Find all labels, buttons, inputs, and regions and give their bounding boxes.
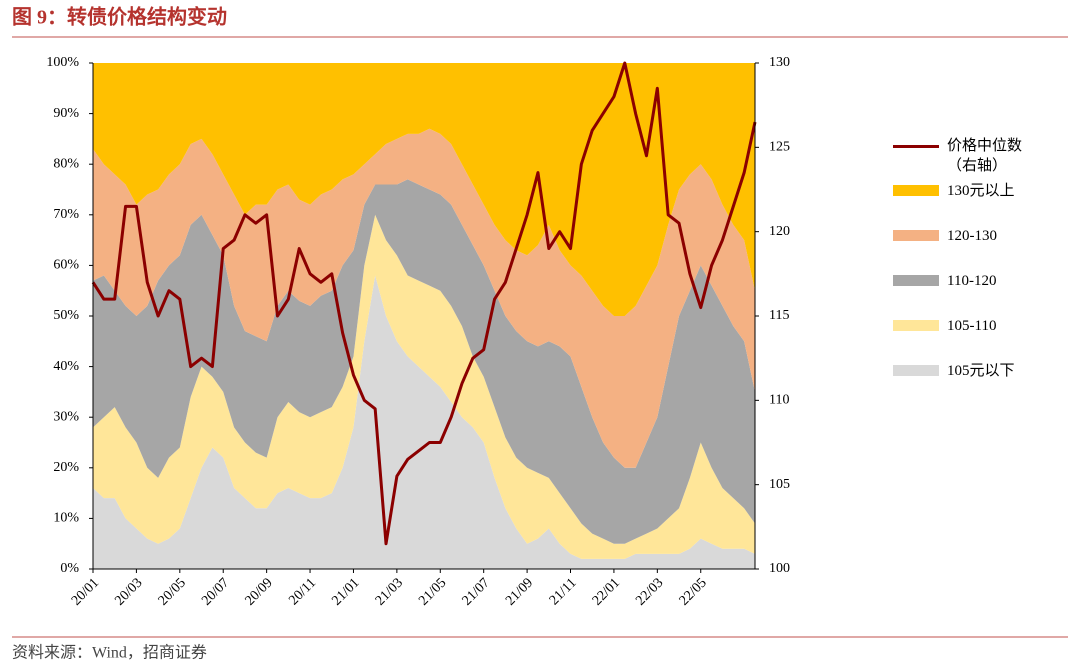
legend-label: 105元以下 [947, 363, 1015, 379]
legend-item: 110-120 [893, 271, 1073, 316]
x-tick-label: 20/09 [243, 575, 276, 608]
x-tick-label: 20/11 [286, 575, 319, 608]
y2-tick-label: 110 [769, 393, 789, 408]
legend-label: 105-110 [947, 318, 997, 334]
y-tick-label: 50% [53, 308, 79, 323]
y-tick-label: 20% [53, 460, 79, 475]
x-tick-label: 20/03 [112, 575, 145, 608]
x-tick-label: 21/01 [329, 575, 362, 608]
y-tick-label: 0% [60, 561, 79, 576]
area [93, 63, 755, 316]
legend-swatch [893, 145, 939, 148]
legend: 价格中位数（右轴） 130元以上 120-130 110-120 105-110 105元… [893, 136, 1073, 406]
legend-item: 120-130 [893, 226, 1073, 271]
y2-tick-label: 120 [769, 224, 790, 239]
legend-label: 130元以上 [947, 183, 1015, 199]
y-tick-label: 90% [53, 106, 79, 121]
x-tick-label: 21/09 [503, 575, 536, 608]
legend-swatch [893, 365, 939, 376]
legend-swatch [893, 230, 939, 241]
y-tick-label: 60% [53, 258, 79, 273]
x-tick-label: 20/01 [69, 575, 102, 608]
line [91, 61, 757, 546]
x-tick-label: 21/03 [373, 575, 406, 608]
area [93, 275, 755, 569]
legend-item: 价格中位数（右轴） [893, 136, 1073, 181]
y-tick-label: 10% [53, 511, 79, 526]
legend-item: 130元以上 [893, 181, 1073, 226]
y-tick-label: 80% [53, 156, 79, 171]
legend-label: 价格中位数（右轴） [947, 138, 1023, 174]
y2-tick-label: 125 [769, 140, 790, 155]
x-tick-label: 20/07 [199, 575, 232, 608]
y2-tick-label: 100 [769, 561, 790, 576]
source: 资料来源：Wind，招商证券 [12, 644, 207, 662]
area [93, 179, 755, 544]
legend-label: 110-120 [947, 273, 997, 289]
legend-item: 105元以下 [893, 361, 1073, 406]
legend-swatch [893, 275, 939, 286]
x-tick-label: 22/03 [633, 575, 666, 608]
x-tick-label: 21/05 [416, 575, 449, 608]
legend-swatch [893, 320, 939, 331]
area [93, 214, 755, 559]
y-tick-label: 30% [53, 409, 79, 424]
x-tick-label: 21/07 [460, 575, 493, 608]
x-tick-label: 21/11 [547, 575, 580, 608]
chart-title: 图 9：转债价格结构变动 [12, 5, 227, 29]
y-tick-label: 100% [46, 55, 79, 70]
x-tick-label: 22/05 [677, 575, 710, 608]
x-tick-label: 22/01 [590, 575, 623, 608]
y2-tick-label: 105 [769, 477, 790, 492]
y-tick-label: 40% [53, 359, 79, 374]
y2-tick-label: 115 [769, 308, 789, 323]
legend-swatch [893, 185, 939, 196]
x-tick-label: 20/05 [156, 575, 189, 608]
legend-item: 105-110 [893, 316, 1073, 361]
area [93, 128, 755, 468]
legend-label: 120-130 [947, 228, 997, 244]
y2-tick-label: 130 [769, 55, 790, 70]
y-tick-label: 70% [53, 207, 79, 222]
